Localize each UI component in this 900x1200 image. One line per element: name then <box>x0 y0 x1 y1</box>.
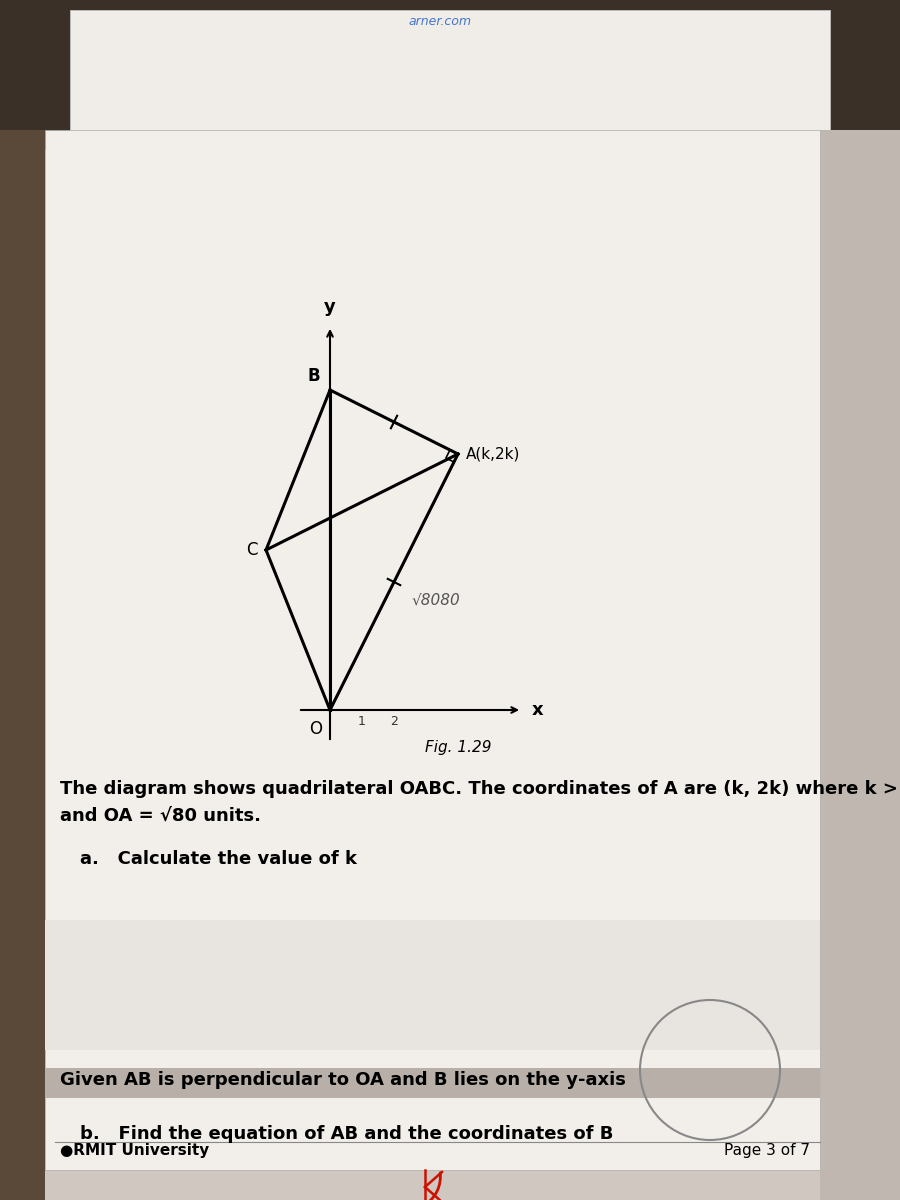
Text: The diagram shows quadrilateral OABC. The coordinates of A are (k, 2k) where k >: The diagram shows quadrilateral OABC. Th… <box>60 780 900 798</box>
FancyBboxPatch shape <box>45 1068 820 1098</box>
Text: b.   Find the equation of AB and the coordinates of B: b. Find the equation of AB and the coord… <box>80 1126 614 1142</box>
Text: arner.com: arner.com <box>409 14 472 28</box>
Text: x: x <box>532 701 544 719</box>
Text: a.   Calculate the value of k: a. Calculate the value of k <box>80 850 357 868</box>
Text: O: O <box>309 720 322 738</box>
Text: Page 3 of 7: Page 3 of 7 <box>724 1142 810 1158</box>
FancyBboxPatch shape <box>70 10 830 330</box>
Text: √8080: √8080 <box>412 592 461 607</box>
Text: C: C <box>247 541 258 559</box>
Text: B: B <box>308 367 320 385</box>
FancyBboxPatch shape <box>820 130 900 1200</box>
Text: ●RMIT University: ●RMIT University <box>60 1142 209 1158</box>
FancyBboxPatch shape <box>0 0 900 150</box>
Text: 1: 1 <box>358 715 366 728</box>
Text: y: y <box>324 299 336 317</box>
Text: Fig. 1.29: Fig. 1.29 <box>425 740 491 755</box>
FancyBboxPatch shape <box>45 920 820 1050</box>
Text: and OA = √80 units.: and OA = √80 units. <box>60 806 261 826</box>
FancyBboxPatch shape <box>45 130 820 1170</box>
Text: Given AB is perpendicular to OA and B lies on the y-axis: Given AB is perpendicular to OA and B li… <box>60 1070 625 1090</box>
FancyBboxPatch shape <box>0 130 45 1200</box>
Text: 2: 2 <box>390 715 398 728</box>
Text: A(k,2k): A(k,2k) <box>466 446 520 462</box>
